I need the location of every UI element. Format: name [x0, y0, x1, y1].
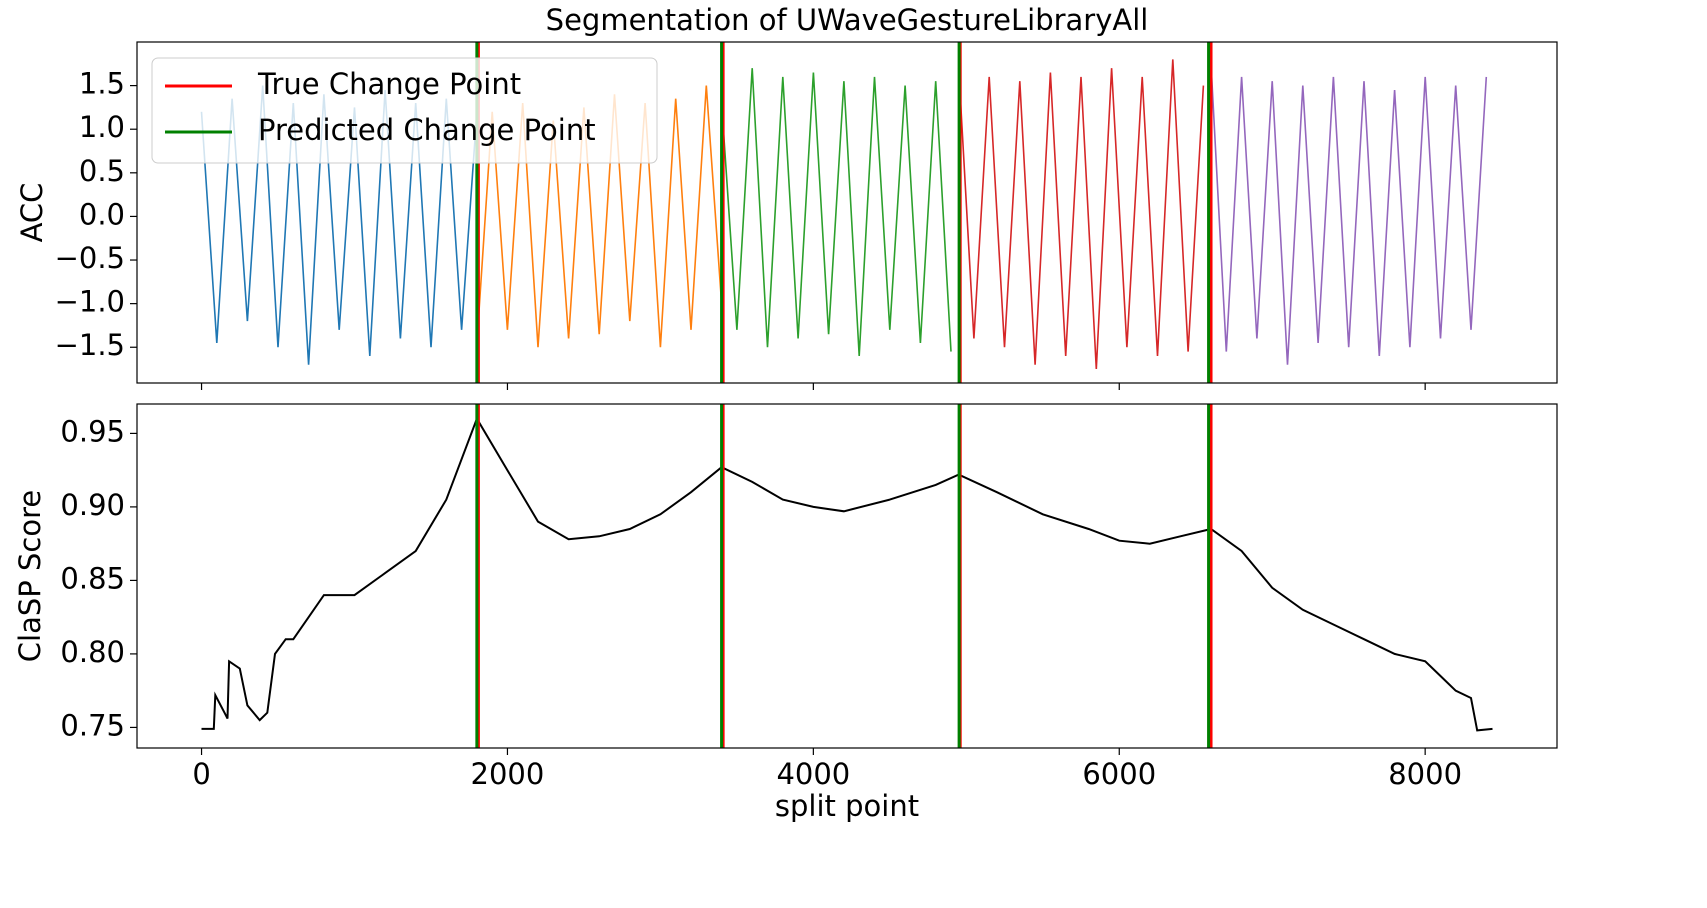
legend-box: [151, 57, 658, 164]
y-axis-label: ClaSP Score: [13, 490, 47, 662]
x-axis-label: split point: [775, 789, 919, 823]
chart-title: Segmentation of UWaveGestureLibraryAll: [546, 3, 1149, 37]
x-tick-label: 2000: [471, 757, 545, 791]
data-line: [476, 85, 723, 348]
y-tick-label: 0.5: [79, 154, 125, 188]
y-tick-label: 0.85: [60, 561, 125, 595]
y-tick-label: 1.5: [79, 67, 125, 101]
y-tick-label: 0.90: [60, 488, 125, 522]
y-tick-label: 0.95: [60, 414, 125, 448]
legend-label: True Change Point: [257, 67, 521, 101]
data-line: [201, 416, 1493, 732]
y-tick-label: −1.5: [55, 328, 125, 362]
y-tick-label: 0.75: [60, 708, 125, 742]
axes-frame: [136, 41, 1558, 384]
x-tick-label: 0: [192, 757, 210, 791]
x-tick-label: 4000: [776, 757, 850, 791]
y-tick-label: −0.5: [55, 241, 125, 275]
y-axis-label: ACC: [15, 183, 49, 243]
y-tick-label: 0.0: [79, 197, 125, 231]
data-line: [1210, 63, 1488, 365]
x-tick-label: 8000: [1388, 757, 1462, 791]
x-tick-label: 6000: [1082, 757, 1156, 791]
legend: True Change Point Predicted Change Point: [151, 57, 658, 164]
data-line: [200, 85, 478, 365]
y-tick-label: −1.0: [55, 285, 125, 319]
axes-frame: [136, 403, 1558, 749]
data-line: [720, 68, 952, 357]
y-tick-label: 1.0: [79, 110, 125, 144]
data-line: [957, 59, 1205, 370]
plot-area: [201, 404, 1493, 748]
legend-label: Predicted Change Point: [258, 113, 596, 147]
y-tick-label: 0.80: [60, 635, 125, 669]
